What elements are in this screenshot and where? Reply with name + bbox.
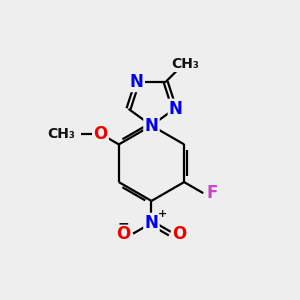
Text: O: O [116,225,131,243]
Text: −: − [118,216,129,230]
Text: N: N [145,214,158,232]
Text: O: O [172,225,186,243]
Text: CH₃: CH₃ [171,57,199,71]
Text: O: O [93,125,108,143]
Text: CH₃: CH₃ [47,127,75,141]
Text: N: N [130,73,144,91]
Text: N: N [169,100,183,118]
Text: N: N [145,117,158,135]
Text: +: + [158,208,167,218]
Text: F: F [206,184,218,202]
